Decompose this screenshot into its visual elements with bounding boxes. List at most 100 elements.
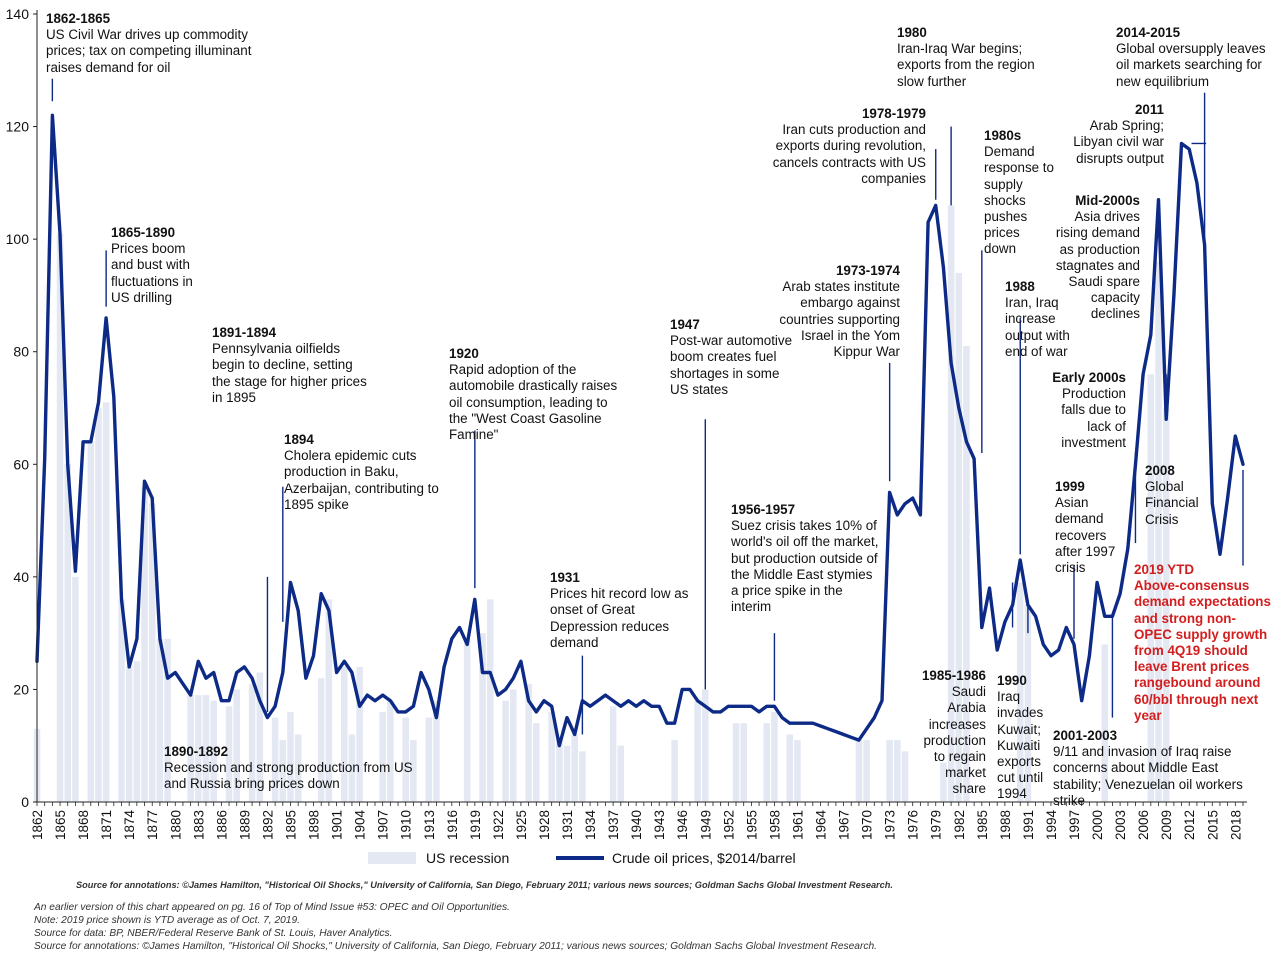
y-tick-label: 60 — [13, 456, 29, 472]
recession-bar — [433, 700, 440, 802]
recession-bar — [463, 638, 471, 802]
x-tick-label: 2009 — [1159, 810, 1174, 840]
annotation-text: Global Financial Crisis — [1145, 479, 1199, 527]
x-tick-label: 1991 — [1021, 810, 1036, 840]
recession-bar — [894, 740, 901, 802]
y-tick-label: 40 — [13, 569, 29, 585]
x-tick-label: 1919 — [468, 810, 483, 840]
annotation-1947: 1947 Post-war automotive boom creates fu… — [670, 317, 798, 398]
annotation-text: Iraq invades Kuwait; Kuwaiti exports cut… — [997, 689, 1044, 802]
annotation-year: 1985-1986 — [921, 668, 986, 683]
recession-bar — [940, 762, 947, 802]
x-tick-label: 1952 — [721, 810, 736, 840]
annotation-text: Pennsylvania oilfields begin to decline,… — [212, 341, 367, 405]
x-tick-label: 2000 — [1090, 810, 1105, 840]
recession-bar — [225, 706, 233, 802]
x-tick-label: 1979 — [929, 810, 944, 840]
annotation-text: Saudi Arabia increases production to reg… — [923, 684, 986, 797]
recession-bar — [256, 672, 264, 802]
x-tick-label: 1922 — [491, 810, 506, 840]
x-tick-label: 1982 — [952, 810, 967, 840]
x-tick-label: 1928 — [537, 810, 552, 840]
x-tick-label: 1868 — [76, 810, 91, 840]
x-tick-label: 2012 — [1182, 810, 1197, 840]
annotation-1865-1890: 1865-1890 Prices boom and bust with fluc… — [111, 225, 209, 306]
annotation-1978-1979: 1978-1979 Iran cuts production and expor… — [748, 106, 926, 187]
recession-bar — [187, 695, 194, 802]
annotation-text: Above-consensus demand expectations and … — [1134, 578, 1271, 723]
recession-bar — [947, 205, 955, 802]
x-tick-label: 1907 — [376, 810, 391, 840]
recession-bar — [502, 700, 509, 802]
recession-bar — [425, 717, 433, 802]
annotation-year: 1999 — [1055, 479, 1085, 494]
annotation-1985-1986: 1985-1986 Saudi Arabia increases product… — [912, 668, 986, 798]
recession-bar — [410, 740, 417, 802]
annotation-year: 2011 — [1134, 102, 1164, 117]
annotation-year: 1973-1974 — [835, 263, 900, 278]
axes — [33, 10, 1247, 806]
recession-bar — [287, 711, 294, 802]
annotation-year: 1956-1957 — [731, 502, 796, 517]
annotation-year: 1931 — [550, 570, 580, 585]
recession-bar — [356, 666, 363, 802]
x-tick-label: 1904 — [353, 810, 368, 841]
annotation-1862-1865: 1862-1865 US Civil War drives up commodi… — [46, 11, 268, 76]
x-tick-label: 1973 — [883, 810, 898, 840]
x-tick-label: 1943 — [652, 810, 667, 840]
recession-bar — [794, 740, 801, 802]
x-tick-label: 1988 — [998, 810, 1013, 840]
recession-bar — [579, 751, 586, 802]
x-tick-label: 1880 — [168, 810, 183, 840]
x-tick-label: 1931 — [560, 810, 575, 840]
recession-bar — [125, 666, 133, 802]
x-tick-label: 2006 — [1136, 810, 1151, 840]
recession-bar — [509, 689, 517, 802]
annotation-year: 1865-1890 — [111, 225, 176, 240]
recession-bar — [571, 734, 578, 802]
x-tick-label: 1871 — [99, 810, 114, 840]
recession-bar — [1101, 644, 1108, 802]
annotation-text: Recession and strong production from US … — [164, 760, 413, 792]
recession-bar — [317, 678, 325, 802]
recession-bar — [1147, 374, 1155, 802]
annotation-2019-ytd: 2019 YTD Above-consensus demand expectat… — [1134, 562, 1272, 724]
annotation-leader-lines — [51, 78, 1244, 735]
x-tick-label: 1949 — [698, 810, 713, 840]
y-tick-label: 0 — [21, 794, 29, 810]
x-tick-label: 1874 — [122, 810, 137, 841]
recession-bar — [325, 599, 333, 802]
recession-bar — [556, 740, 563, 802]
recession-bar — [702, 689, 709, 802]
annotation-year: 2001-2003 — [1053, 728, 1118, 743]
recession-bar — [525, 683, 532, 802]
legend-label: US recession — [426, 850, 510, 866]
annotation-text: Prices hit record low as onset of Great … — [550, 586, 689, 650]
annotation-text: Iran, Iraq increase output with end of w… — [1005, 295, 1070, 359]
annotation-1956-1957: 1956-1957 Suez crisis takes 10% of world… — [731, 502, 881, 615]
x-tick-label: 1961 — [790, 810, 805, 840]
annotation-text: Demand response to supply shocks pushes … — [984, 144, 1054, 257]
annotation-text: Arab states institute embargo against co… — [779, 279, 900, 360]
recession-bar — [548, 711, 555, 802]
legend-swatch-line — [556, 856, 604, 860]
y-tick-label: 100 — [6, 231, 30, 247]
legend-item-crude-oil: Crude oil prices, $2014/barrel — [556, 850, 796, 866]
x-tick-label: 2015 — [1205, 810, 1220, 840]
recession-bar — [379, 711, 386, 802]
y-tick-label: 120 — [6, 119, 30, 135]
annotation-1999: 1999 Asian demand recovers after 1997 cr… — [1055, 479, 1123, 576]
recession-bar — [156, 638, 164, 802]
x-tick-label: 1940 — [629, 810, 644, 840]
recession-bar — [771, 711, 778, 802]
annotation-1891-1894: 1891-1894 Pennsylvania oilfields begin t… — [212, 325, 372, 406]
annotation-1920: 1920 Rapid adoption of the automobile dr… — [449, 346, 625, 443]
annotation-1890-1892: 1890-1892 Recession and strong productio… — [164, 744, 414, 793]
recession-bar — [271, 717, 279, 802]
recession-bar — [740, 723, 747, 802]
x-tick-label: 1958 — [767, 810, 782, 840]
annotation-text: Suez crisis takes 10% of world's oil off… — [731, 518, 879, 615]
annotation-text: Asia drives rising demand as production … — [1055, 209, 1140, 322]
annotation-2011: 2011 Arab Spring; Libyan civil war disru… — [1050, 102, 1164, 167]
